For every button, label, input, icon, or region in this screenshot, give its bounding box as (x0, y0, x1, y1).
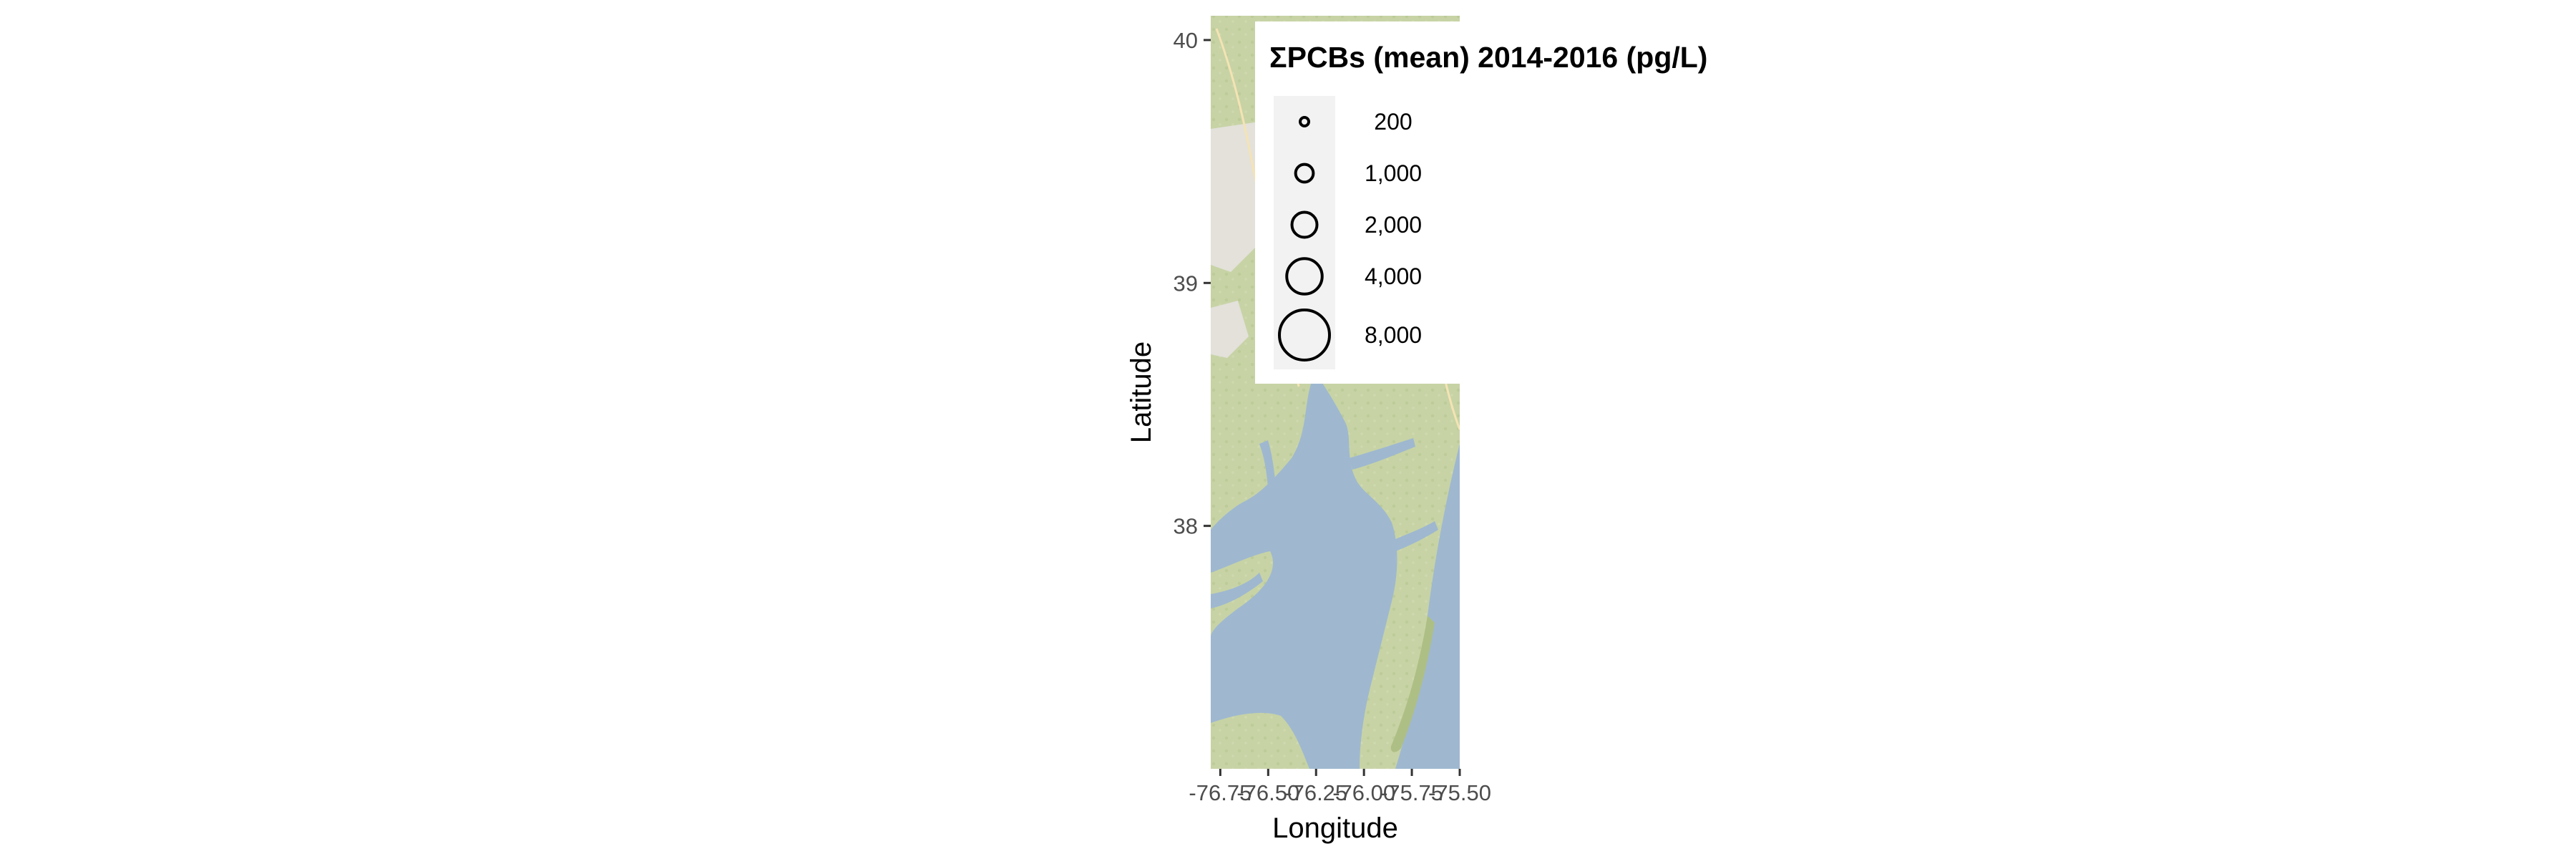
x-tick-label: -75.50 (1428, 780, 1491, 805)
y-tick-label: 40 (1174, 28, 1198, 53)
x-tick-label: -76.25 (1284, 780, 1347, 805)
legend-key-background (1274, 96, 1335, 369)
legend-label: 8,000 (1365, 322, 1422, 348)
nanticoke-river (1385, 521, 1438, 554)
x-axis-title: Longitude (1272, 812, 1398, 844)
potomac-river (1211, 573, 1263, 608)
choptank-river (1349, 438, 1415, 470)
x-tick-label: -76.00 (1332, 780, 1395, 805)
y-axis: 40 39 38 (1174, 28, 1211, 539)
legend-size-key (1285, 257, 1324, 296)
annapolis-urban-area (1211, 301, 1249, 358)
y-tick-label: 39 (1174, 271, 1198, 296)
delmarva-peninsula-tip (1390, 616, 1435, 752)
legend-entries: 200 1,000 2,000 4,000 8,000 (1278, 109, 1422, 361)
coastal-bay (1395, 444, 1460, 769)
legend: ΣPCBs (mean) 2014-2016 (pg/L) 200 1,000 2,… (1255, 21, 1707, 384)
chesapeake-bay (1211, 372, 1397, 769)
x-tick-label: -76.50 (1236, 780, 1299, 805)
legend-label: 4,000 (1365, 263, 1422, 289)
legend-label: 1,000 (1365, 160, 1422, 186)
legend-title: ΣPCBs (mean) 2014-2016 (pg/L) (1269, 41, 1707, 74)
legend-label: 2,000 (1365, 212, 1422, 238)
x-axis: -76.75-76.50-76.25-76.00-75.75-75.50 (1189, 769, 1491, 805)
legend-size-key (1294, 162, 1315, 184)
y-tick-label: 38 (1174, 514, 1198, 539)
legend-size-key (1299, 116, 1310, 127)
legend-size-key (1278, 309, 1331, 361)
x-tick-label: -76.75 (1189, 780, 1252, 805)
patuxent-river (1259, 440, 1281, 530)
y-axis-title: Latitude (1126, 341, 1157, 443)
legend-size-key (1290, 210, 1319, 239)
x-tick-label: -75.75 (1380, 780, 1443, 805)
legend-label: 200 (1374, 109, 1412, 135)
